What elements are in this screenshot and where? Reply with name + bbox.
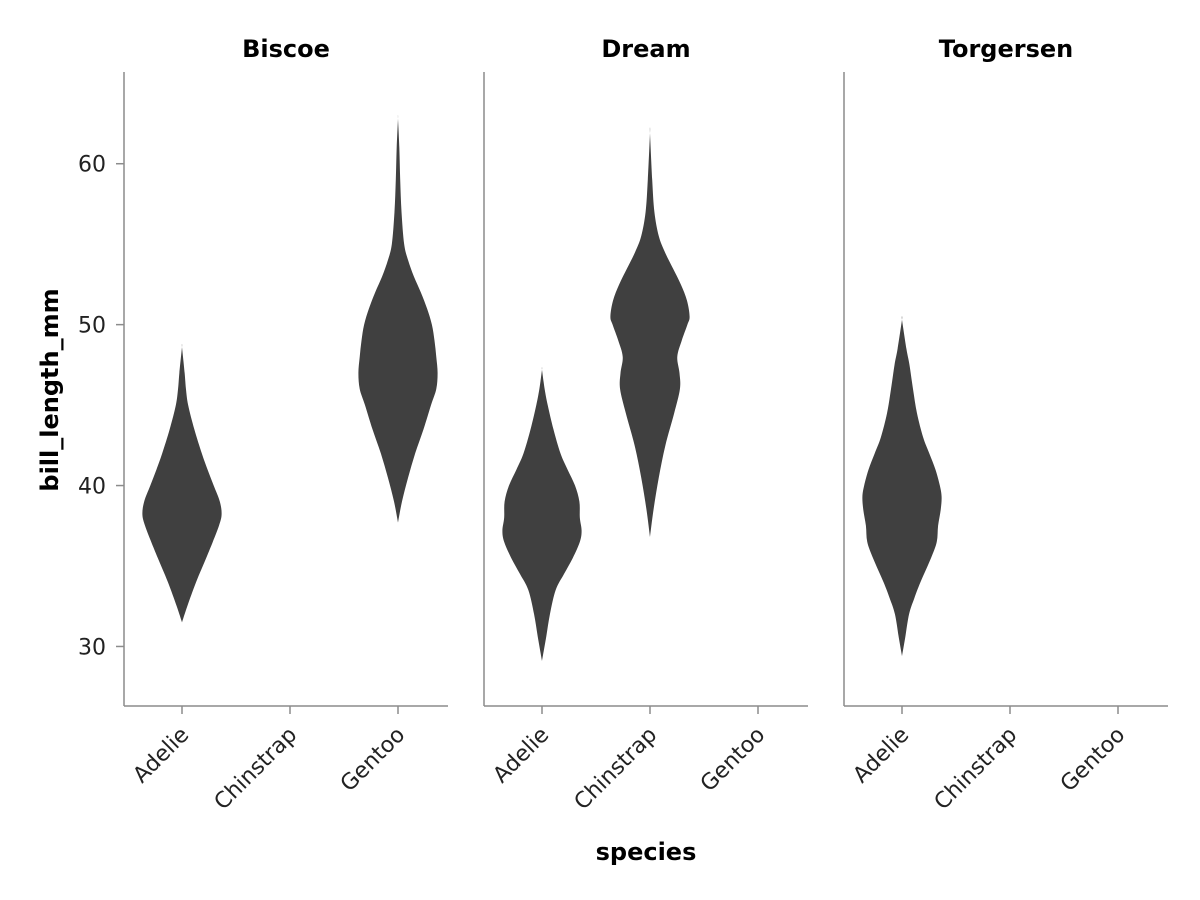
violin-dream-chinstrap [610,127,690,538]
x-tick-label: Adelie [849,723,915,789]
y-tick-label: 50 [78,314,106,339]
y-tick-label: 40 [78,475,106,500]
x-tick-label: Chinstrap [210,723,303,816]
x-tick-label: Gentoo [696,723,770,797]
panel-title: Biscoe [242,35,330,63]
x-tick-label: Adelie [489,723,555,789]
panel-biscoe: Biscoe Adelie Chinstrap Gentoo [123,35,448,816]
x-axis-title: species [596,838,697,866]
violin-biscoe-adelie [142,343,222,623]
panel-title: Dream [601,35,690,63]
violin-dream-adelie [502,367,582,661]
violin-torgersen-adelie [862,316,942,657]
x-tick-label: Gentoo [336,723,410,797]
x-tick-label: Gentoo [1056,723,1130,797]
panel-torgersen: Torgersen Adelie Chinstrap Gentoo [843,35,1168,816]
x-tick-label: Chinstrap [570,723,663,816]
panel-title: Torgersen [939,35,1073,63]
y-axis: 30 40 50 60 [78,153,124,660]
y-tick-label: 30 [78,635,106,660]
x-tick-label: Adelie [129,723,195,789]
x-tick-label: Chinstrap [930,723,1023,816]
violin-biscoe-gentoo [358,115,438,523]
panel-dream: Dream Adelie Chinstrap Gentoo [483,35,808,816]
y-tick-label: 60 [78,153,106,178]
y-axis-title: bill_length_mm [36,288,64,491]
